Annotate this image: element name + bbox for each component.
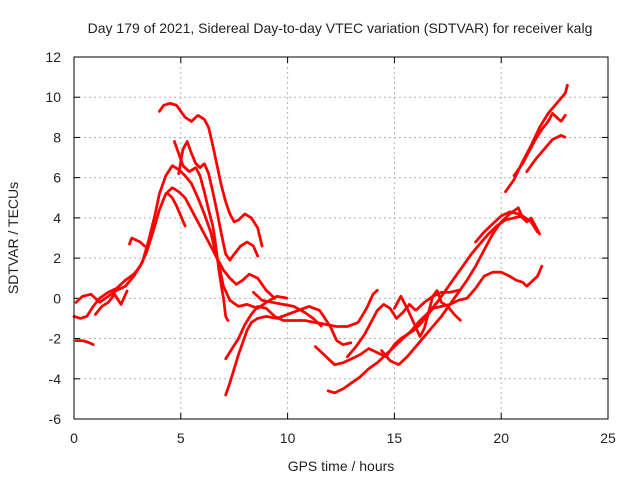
x-tick-label: 0 (70, 430, 78, 446)
series-arc-6 (172, 140, 230, 322)
y-tick-label: 2 (53, 250, 61, 266)
series-arc-19 (74, 339, 95, 347)
y-tick-label: 10 (45, 89, 61, 105)
series-arc-13 (345, 288, 460, 359)
x-tick-label: 15 (387, 430, 403, 446)
series-arc-20 (94, 288, 129, 316)
y-tick-label: 0 (53, 290, 61, 306)
y-tick-label: -6 (49, 411, 62, 427)
series-arc-1 (72, 186, 277, 320)
y-tick-label: 6 (53, 170, 61, 186)
series-arc-11 (326, 214, 539, 395)
series-arc-12 (380, 206, 524, 367)
series-arc-15 (474, 210, 541, 244)
series-arc-9 (251, 290, 324, 328)
x-axis-label: GPS time / hours (288, 458, 395, 474)
y-axis-label: SDTVAR / TECUs (5, 182, 21, 294)
series-arc-7 (224, 288, 379, 361)
x-tick-label: 20 (493, 430, 509, 446)
y-tick-label: -4 (49, 371, 62, 387)
axis-ticks: 0 5 10 15 20 25 -6 -4 -2 0 2 4 6 8 10 12 (45, 49, 616, 446)
series-arc-2 (74, 164, 290, 310)
series-arc-21 (128, 236, 146, 248)
x-tick-label: 25 (600, 430, 616, 446)
x-tick-label: 5 (177, 430, 185, 446)
series-arc-14 (392, 288, 463, 338)
y-tick-label: -2 (49, 331, 62, 347)
series-arc-18 (525, 133, 567, 174)
series-arc-8 (224, 304, 354, 397)
x-tick-label: 10 (280, 430, 296, 446)
plot-frame (73, 56, 609, 420)
series-arc-4 (177, 140, 260, 262)
chart-title: Day 179 of 2021, Sidereal Day-to-day VTE… (88, 20, 593, 36)
y-tick-label: 4 (53, 210, 61, 226)
series-arc-3 (157, 101, 264, 248)
series-arc-5 (166, 192, 187, 228)
grid (74, 57, 608, 419)
y-tick-label: 12 (45, 49, 61, 65)
y-tick-label: 8 (53, 129, 61, 145)
series-arc-17 (512, 111, 567, 178)
series-group (72, 83, 569, 397)
